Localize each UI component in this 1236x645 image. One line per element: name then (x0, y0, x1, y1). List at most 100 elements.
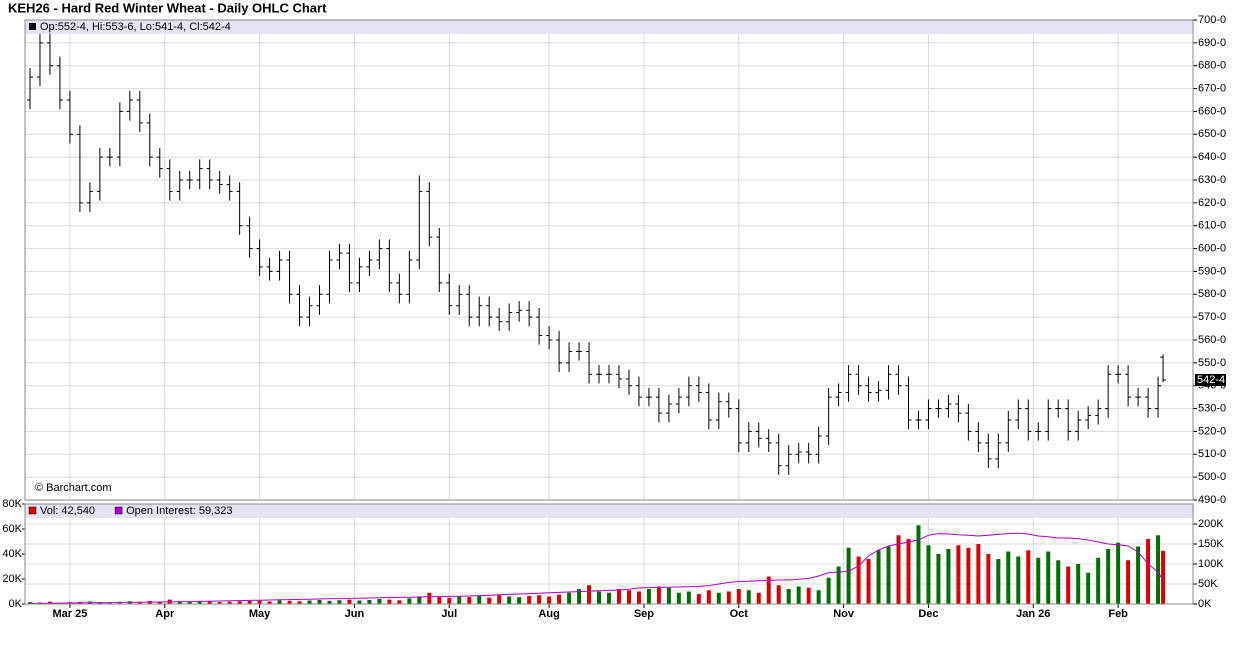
y-tick-label: 610-0 (1198, 220, 1226, 232)
volume-bar (956, 545, 961, 604)
volume-bar (487, 597, 492, 604)
y-tick-label: 650-0 (1198, 128, 1226, 140)
volume-bar (806, 587, 811, 604)
volume-bar (666, 587, 671, 604)
volume-bar (846, 547, 851, 604)
volume-bar (237, 601, 242, 604)
y-tick-label: 630-0 (1198, 174, 1226, 186)
volume-bar (197, 600, 202, 604)
volume-bar (297, 601, 302, 604)
volume-bar (676, 592, 681, 604)
volume-bar (786, 589, 791, 604)
volume-bar (547, 596, 552, 604)
y-tick-label: 680-0 (1198, 60, 1226, 72)
volume-bar (277, 600, 282, 604)
y-tick-label: 690-0 (1198, 37, 1226, 49)
volume-bar (177, 601, 182, 604)
x-tick-label: Jan 26 (1016, 608, 1050, 620)
volume-bar (537, 595, 542, 604)
volume-bar (716, 592, 721, 604)
legend-band (25, 504, 1193, 518)
volume-bar (187, 601, 192, 604)
panel-frame (24, 503, 1194, 605)
volume-bar (307, 600, 312, 604)
volume-bar (976, 544, 981, 604)
volume-bar (886, 546, 891, 604)
last-price-box (1195, 374, 1226, 386)
volume-bar (27, 602, 32, 604)
volume-bar (1026, 550, 1031, 604)
y-tick-label: 510-0 (1198, 448, 1226, 460)
volume-bar (1116, 542, 1121, 604)
panel-frame (24, 19, 1194, 501)
legend-swatch (114, 506, 123, 515)
chart-title: KEH26 - Hard Red Winter Wheat - Daily OH… (8, 0, 327, 15)
x-tick-label: Dec (918, 608, 938, 620)
volume-bar (1016, 556, 1021, 604)
last-price-label: 542-4 (1197, 374, 1225, 386)
y-tick-label: 60K (2, 523, 22, 535)
y2-tick-label: 0K (1198, 598, 1212, 610)
x-tick-label: May (249, 608, 271, 620)
volume-bar (856, 556, 861, 604)
volume-bar (626, 590, 631, 604)
volume-bar (517, 597, 522, 604)
volume-bar (257, 600, 262, 604)
volume-bar (796, 586, 801, 604)
y-tick-label: 590-0 (1198, 265, 1226, 277)
x-tick-label: Jul (441, 608, 457, 620)
volume-bar (1046, 551, 1051, 604)
volume-bar (1066, 566, 1071, 604)
volume-bar (407, 598, 412, 604)
open-interest-line (29, 532, 1164, 605)
volume-bar (287, 600, 292, 604)
legend-swatch (28, 506, 37, 515)
volume-bar (597, 591, 602, 604)
volume-bar (756, 592, 761, 604)
volume-bar (247, 600, 252, 604)
volume-bar (267, 601, 272, 604)
y-tick-label: 40K (2, 548, 22, 560)
x-tick-label: Nov (833, 608, 855, 620)
y-tick-label: 500-0 (1198, 471, 1226, 483)
volume-bar (696, 594, 701, 604)
y-tick-label: 570-0 (1198, 311, 1226, 323)
volume-bar (736, 589, 741, 604)
legend-band (25, 20, 1193, 34)
volume-bar (766, 576, 771, 604)
y-tick-label: 660-0 (1198, 105, 1226, 117)
y-tick-label: 600-0 (1198, 242, 1226, 254)
volume-bar (497, 595, 502, 604)
volume-bar (646, 589, 651, 604)
volume-bar (1161, 550, 1166, 604)
y-tick-label: 80K (2, 498, 22, 510)
volume-bar (1076, 564, 1081, 604)
volume-bar (896, 535, 901, 604)
volume-bar (876, 550, 881, 604)
y-tick-label: 640-0 (1198, 151, 1226, 163)
volume-bar (906, 539, 911, 604)
volume-bar (207, 601, 212, 604)
volume-bar (357, 600, 362, 604)
volume-bar (447, 597, 452, 604)
y2-tick-label: 100K (1198, 558, 1224, 570)
y-tick-label: 530-0 (1198, 402, 1226, 414)
volume-bar (996, 559, 1001, 604)
volume-bar (507, 596, 512, 604)
volume-bar (567, 592, 572, 604)
x-tick-label: Oct (730, 608, 749, 620)
volume-bar (1156, 535, 1161, 604)
volume-bar (656, 586, 661, 604)
legend-text: Vol: 42,540 (40, 505, 95, 517)
volume-bar (137, 601, 142, 604)
volume-bar (706, 590, 711, 604)
volume-bar (327, 600, 332, 604)
volume-bar (866, 559, 871, 604)
y2-tick-label: 200K (1198, 518, 1224, 530)
volume-bar (1096, 557, 1101, 604)
legend-text: Open Interest: 59,323 (126, 505, 232, 517)
y-tick-label: 620-0 (1198, 197, 1226, 209)
legend-text: Op:552-4, Hi:553-6, Lo:541-4, Cl:542-4 (40, 21, 231, 33)
volume-bar (1136, 546, 1141, 604)
volume-bar (457, 596, 462, 604)
